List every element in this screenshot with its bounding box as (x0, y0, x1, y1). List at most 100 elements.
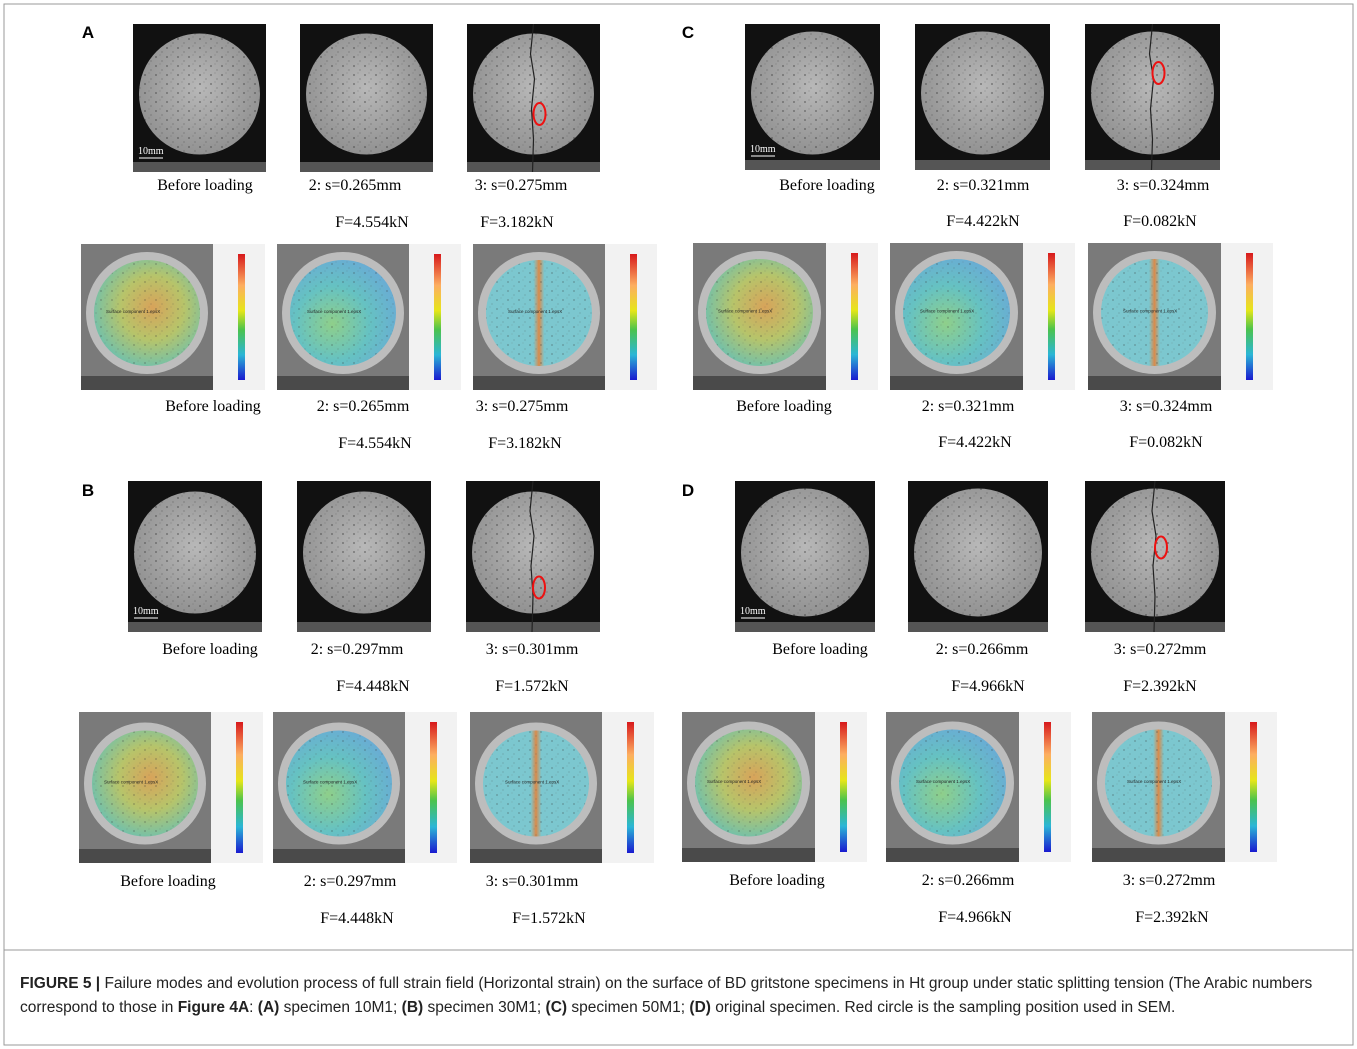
strain-platen (277, 376, 409, 390)
scale-label: 10mm (133, 606, 159, 617)
photo-label: Before loading (157, 177, 253, 194)
strain-annotation: Surface component 1.epsX (1123, 309, 1177, 314)
loading-platen (300, 162, 433, 172)
strain-annotation: Surface component 1.epsX (718, 309, 772, 314)
panel-letter: A (82, 23, 94, 42)
strain-force: F=0.082kN (1129, 434, 1203, 451)
strain-label: 3: s=0.324mm (1120, 398, 1213, 415)
strain-force: F=4.448kN (320, 910, 394, 927)
photo-label: 3: s=0.275mm (475, 177, 568, 194)
strain-platen (890, 376, 1023, 390)
strain-annotation: Surface component 1.epsX (505, 780, 559, 785)
strain-platen (1092, 848, 1225, 862)
strain-annotation: Surface component 1.epsX (707, 779, 761, 784)
scale-label: 10mm (750, 144, 776, 155)
strain-annotation: Surface component 1.epsX (508, 309, 562, 314)
strain-force: F=3.182kN (488, 435, 562, 452)
photo-force: F=1.572kN (495, 678, 569, 695)
loading-platen (128, 622, 262, 632)
caption-segment: FIGURE 5 | (20, 975, 100, 992)
photo-label: Before loading (162, 641, 258, 658)
panel-letter: B (82, 481, 94, 500)
strain-force: F=4.554kN (338, 435, 412, 452)
strain-platen (81, 376, 213, 390)
strain-platen (693, 376, 826, 390)
strain-annotation: Surface component 1.epsX (303, 780, 357, 785)
photo-force: F=3.182kN (480, 214, 554, 231)
strain-label: 2: s=0.321mm (922, 398, 1015, 415)
loading-platen (908, 622, 1048, 632)
caption-segment: (C) (546, 999, 568, 1016)
strain-label: 3: s=0.275mm (476, 398, 569, 415)
strain-force: F=4.966kN (938, 909, 1012, 926)
photo-force: F=2.392kN (1123, 678, 1197, 695)
loading-platen (467, 162, 600, 172)
strain-platen (273, 849, 405, 863)
strain-annotation: Surface component 1.epsX (916, 779, 970, 784)
caption-segment: Figure 4A (178, 999, 249, 1016)
strain-annotation: Surface component 1.epsX (920, 309, 974, 314)
strain-label: 2: s=0.265mm (317, 398, 410, 415)
photo-force: F=4.966kN (951, 678, 1025, 695)
caption-segment: specimen 50M1; (567, 999, 689, 1016)
loading-platen (133, 162, 266, 172)
photo-label: 2: s=0.265mm (309, 177, 402, 194)
strain-platen (470, 849, 602, 863)
loading-platen (466, 622, 600, 632)
caption-segment: (A) (258, 999, 280, 1016)
photo-force: F=0.082kN (1123, 213, 1197, 230)
photo-force: F=4.554kN (335, 214, 409, 231)
strain-annotation: Surface component 1.epsX (1127, 779, 1181, 784)
page: {"panels": [ {"letter": "A", "scale_labe… (0, 0, 1357, 1049)
specimen-texture (914, 489, 1042, 617)
scale-label: 10mm (138, 146, 164, 157)
strain-annotation: Surface component 1.epsX (307, 309, 361, 314)
loading-platen (915, 160, 1050, 170)
photo-label: 2: s=0.321mm (937, 177, 1030, 194)
specimen-texture (303, 492, 425, 614)
caption-segment: (B) (402, 999, 424, 1016)
strain-platen (473, 376, 605, 390)
caption: FIGURE 5 | Failure modes and evolution p… (20, 972, 1338, 1020)
photo-force: F=4.422kN (946, 213, 1020, 230)
loading-platen (745, 160, 880, 170)
colorbar (1246, 253, 1253, 380)
colorbar (238, 254, 245, 380)
strain-force: F=2.392kN (1135, 909, 1209, 926)
loading-platen (1085, 160, 1220, 170)
caption-segment: : (249, 999, 258, 1016)
strain-platen (682, 848, 815, 862)
strain-annotation: Surface component 1.epsX (104, 780, 158, 785)
colorbar (851, 253, 858, 380)
specimen-texture (139, 34, 260, 155)
strain-platen (886, 848, 1019, 862)
loading-platen (1085, 622, 1225, 632)
panel-letter: D (682, 481, 694, 500)
colorbar (1250, 722, 1257, 852)
photo-label: 3: s=0.301mm (486, 641, 579, 658)
specimen-texture (306, 34, 427, 155)
loading-platen (297, 622, 431, 632)
strain-label: Before loading (165, 398, 261, 415)
caption-segment: specimen 30M1; (423, 999, 545, 1016)
colorbar (1048, 253, 1055, 380)
strain-force: F=1.572kN (512, 910, 586, 927)
figure: A 10mm Before loading 2: s=0.265mm 3: s=0.27… (0, 0, 1357, 1049)
loading-platen (735, 622, 875, 632)
colorbar (627, 722, 634, 853)
caption-segment: original specimen. Red circle is the sam… (711, 999, 1175, 1016)
strain-label: 2: s=0.266mm (922, 872, 1015, 889)
colorbar (236, 722, 243, 853)
photo-label: 3: s=0.324mm (1117, 177, 1210, 194)
photo-label: Before loading (779, 177, 875, 194)
caption-segment: specimen 10M1; (279, 999, 401, 1016)
specimen-texture (134, 492, 256, 614)
strain-force: F=4.422kN (938, 434, 1012, 451)
specimen-texture (921, 32, 1044, 155)
strain-label: 3: s=0.301mm (486, 873, 579, 890)
specimen-texture (751, 32, 874, 155)
strain-platen (79, 849, 211, 863)
photo-force: F=4.448kN (336, 678, 410, 695)
colorbar (434, 254, 441, 380)
photo-label: 2: s=0.297mm (311, 641, 404, 658)
